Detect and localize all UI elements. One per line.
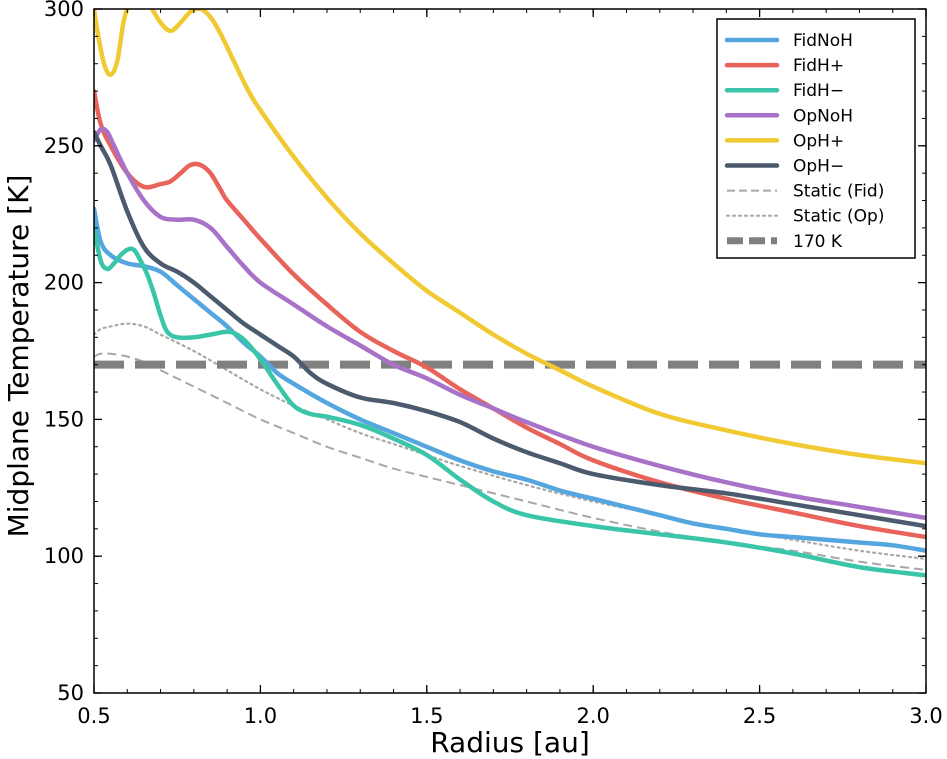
x-tick-label: 2.5 — [743, 704, 776, 728]
series-line-fidh — [94, 88, 926, 540]
legend: FidNoH FidH+ FidH− OpNoH OpH+ OpH− Static (Fid… — [716, 18, 916, 259]
series-line-fidnoh — [94, 206, 926, 553]
y-axis-label: Midplane Temperature [K] — [2, 175, 35, 538]
axis-ticks — [93, 8, 927, 694]
y-tick-label: 200 — [44, 271, 84, 295]
legend-label-oph: OpH− — [793, 157, 844, 177]
x-axis-label: Radius [au] — [430, 726, 590, 759]
y-tick-label: 150 — [44, 407, 84, 431]
plot-frame — [93, 8, 927, 694]
series-line-oph — [94, 129, 926, 529]
x-tick-label: 1.0 — [244, 704, 277, 728]
y-tick-label: 300 — [44, 0, 84, 21]
series-line-fidh — [94, 225, 926, 578]
tick-labels: 0.5 1.0 1.5 2.0 2.5 3.0 50 100 150 200 250 300 — [44, 0, 943, 728]
series-layer — [94, 9, 926, 578]
legend-label-opnoh: OpNoH — [793, 106, 853, 126]
series-line-oph — [94, 9, 926, 466]
y-tick-label: 50 — [57, 681, 84, 705]
x-tick-label: 1.5 — [410, 704, 443, 728]
legend-label-fidh: FidH− — [793, 81, 844, 101]
y-tick-label: 100 — [44, 544, 84, 568]
legend-label-170-k: 170 K — [793, 232, 843, 252]
series-line-static-op — [94, 322, 926, 560]
x-tick-label: 3.0 — [909, 704, 942, 728]
legend-label-static-fid: Static (Fid) — [793, 182, 884, 202]
axes-frame — [93, 8, 927, 694]
legend-label-fidh: FidH+ — [793, 56, 844, 76]
legend-label-oph: OpH+ — [793, 131, 844, 151]
legend-label-static-op: Static (Op) — [793, 207, 884, 227]
x-tick-label: 2.0 — [576, 704, 609, 728]
x-tick-label: 0.5 — [77, 704, 110, 728]
legend-label-fidnoh: FidNoH — [793, 31, 853, 51]
y-tick-label: 250 — [44, 134, 84, 158]
series-line-opnoh — [94, 126, 926, 521]
